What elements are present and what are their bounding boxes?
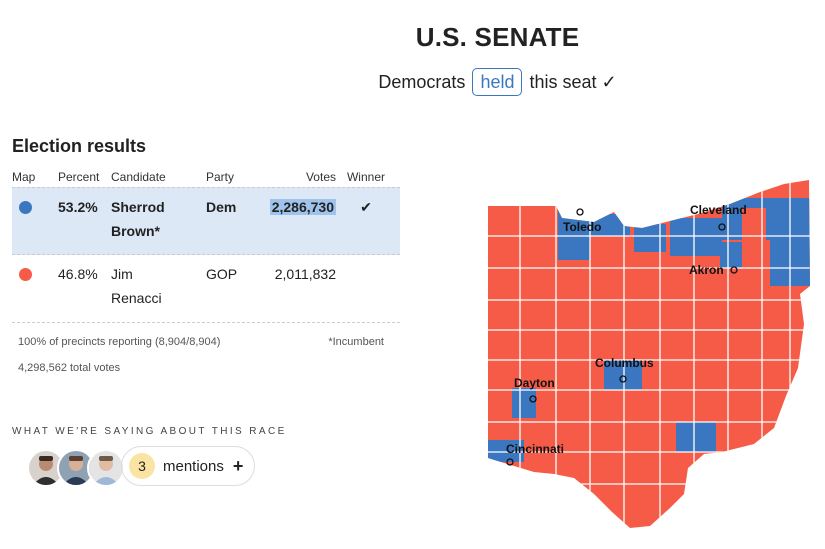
col-percent: Percent — [58, 170, 100, 184]
table-header: Map Percent Candidate Party Votes Winner — [12, 167, 400, 187]
race-status: Democrats held this seat ✓ — [0, 68, 825, 96]
toledo-marker — [576, 208, 584, 216]
table-row: 53.2% Sherrod Brown* Dem 2,286,730 ✔ — [12, 187, 400, 255]
avatar[interactable] — [87, 449, 125, 487]
percent-cell: 46.8% — [58, 266, 98, 282]
city-markers — [506, 208, 738, 466]
plus-icon: + — [232, 455, 244, 476]
dayton-marker — [529, 395, 537, 403]
mentions-count: 3 — [129, 453, 155, 479]
candidate-cell: Sherrod Brown* — [111, 195, 206, 243]
reporting-info: 100% of precincts reporting (8,904/8,904… — [12, 336, 400, 348]
percent-cell: 53.2% — [58, 199, 98, 215]
ohio-map-svg[interactable]: Toledo Cleveland Akron Columbus Dayton C… — [484, 178, 810, 530]
results-heading: Election results — [12, 136, 147, 156]
page-title: U.S. SENATE — [415, 22, 580, 52]
saying-heading: WHAT WE'RE SAYING ABOUT THIS RACE — [12, 426, 287, 437]
cincinnati-label: Cincinnati — [506, 442, 564, 456]
candidate-cell: Jim Renacci — [111, 262, 206, 310]
col-votes: Votes — [305, 170, 336, 184]
col-map: Map — [12, 170, 36, 184]
cleveland-marker — [718, 223, 726, 231]
incumbent-note: *Incumbent — [328, 336, 384, 348]
cleveland-label: Cleveland — [690, 203, 747, 217]
candidate-last-name: Renacci — [111, 290, 162, 306]
akron-marker — [730, 266, 738, 274]
county-borders — [488, 180, 810, 528]
held-button[interactable]: held — [472, 68, 523, 96]
col-party: Party — [206, 170, 235, 184]
dem-color-dot — [19, 201, 32, 214]
col-winner: Winner — [346, 170, 385, 184]
columbus-label: Columbus — [595, 356, 654, 370]
erie-county — [634, 224, 666, 252]
candidate-last-name: Brown* — [111, 223, 160, 239]
cincinnati-marker — [506, 458, 514, 466]
toledo-label: Toledo — [563, 220, 601, 234]
athens-county — [676, 422, 716, 452]
reporter-avatars[interactable] — [27, 449, 125, 487]
total-votes: 4,298,562 total votes — [18, 362, 121, 374]
winner-check-icon: ✔ — [360, 199, 372, 215]
status-prefix: Democrats — [378, 72, 466, 92]
ohio-county-map[interactable]: Toledo Cleveland Akron Columbus Dayton C… — [484, 178, 810, 530]
dayton-label: Dayton — [514, 376, 555, 390]
party-cell: GOP — [206, 266, 238, 282]
party-cell: Dem — [206, 199, 237, 215]
columbus-marker — [619, 375, 627, 383]
city-labels: Toledo Cleveland Akron Columbus Dayton C… — [506, 203, 747, 456]
gop-color-dot — [19, 268, 32, 281]
votes-cell: 2,286,730 — [256, 199, 336, 215]
hamilton-county — [488, 440, 524, 462]
col-candidate: Candidate — [111, 170, 166, 184]
mentions-label: mentions — [163, 457, 224, 475]
franklin-county — [604, 360, 642, 390]
akron-label: Akron — [689, 263, 724, 277]
table-row: 46.8% Jim Renacci GOP 2,011,832 — [12, 255, 400, 323]
votes-highlight: 2,286,730 — [269, 199, 336, 215]
candidate-first-name: Jim — [111, 266, 133, 282]
precincts-reporting: 100% of precincts reporting (8,904/8,904… — [18, 336, 221, 348]
montgomery-county — [512, 388, 536, 418]
mentions-button[interactable]: 3 mentions + — [121, 446, 255, 486]
candidate-first-name: Sherrod — [111, 199, 165, 215]
votes-cell: 2,011,832 — [274, 266, 336, 282]
cuyahoga-county — [670, 218, 722, 256]
summit-county — [720, 242, 742, 268]
election-results: Election results Map Percent Candidate P… — [12, 136, 400, 374]
status-suffix: this seat ✓ — [529, 72, 617, 92]
